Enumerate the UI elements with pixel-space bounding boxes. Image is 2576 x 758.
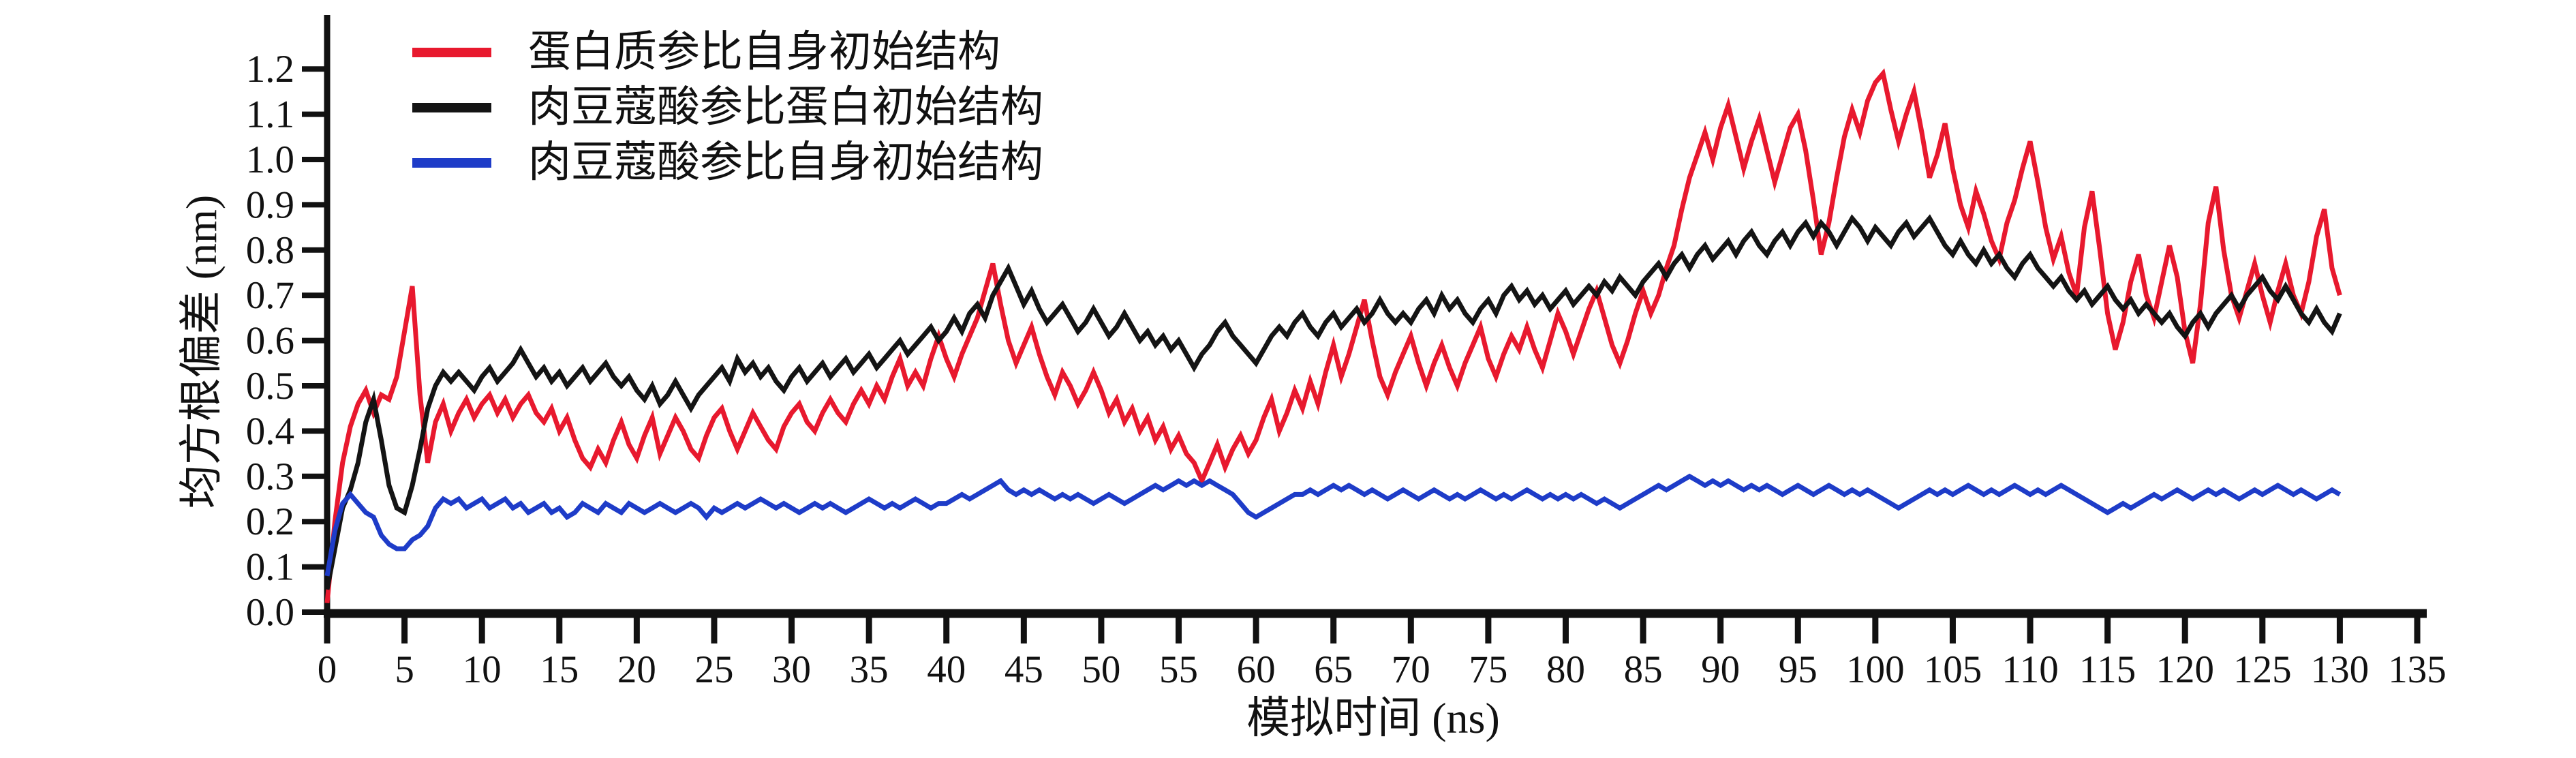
- x-tick-label: 80: [1546, 648, 1585, 691]
- legend-item-myristate-vs-protein: 肉豆蔻酸参比蛋白初始结构: [412, 80, 1043, 135]
- legend-label: 肉豆蔻酸参比自身初始结构: [528, 138, 1043, 186]
- x-tick-label: 55: [1159, 648, 1198, 691]
- y-axis-title: 均方根偏差 (nm): [177, 194, 226, 509]
- x-tick-label: 5: [395, 648, 414, 691]
- x-tick-label: 130: [2311, 648, 2370, 691]
- x-tick-label: 110: [2002, 648, 2058, 691]
- legend-label: 肉豆蔻酸参比蛋白初始结构: [528, 83, 1043, 131]
- y-tick-label: 1.0: [246, 138, 294, 181]
- legend-label: 蛋白质参比自身初始结构: [528, 28, 1000, 76]
- x-tick-label: 120: [2156, 648, 2214, 691]
- legend-swatch-black: [412, 102, 491, 112]
- x-tick-label: 100: [1846, 648, 1905, 691]
- y-tick-label: 0.2: [246, 500, 294, 543]
- x-tick-label: 30: [772, 648, 811, 691]
- plot-area: 0.00.10.20.30.40.50.60.70.80.91.01.11.20…: [246, 15, 2447, 691]
- legend-item-myristate-vs-self: 肉豆蔻酸参比自身初始结构: [412, 135, 1043, 190]
- x-tick-label: 135: [2388, 648, 2447, 691]
- legend-item-protein-vs-self: 蛋白质参比自身初始结构: [412, 25, 1043, 80]
- x-tick-label: 0: [318, 648, 337, 691]
- legend: 蛋白质参比自身初始结构 肉豆蔻酸参比蛋白初始结构 肉豆蔻酸参比自身初始结构: [412, 25, 1043, 190]
- series-line-2: [324, 473, 2342, 577]
- x-tick-label: 35: [850, 648, 889, 691]
- x-tick-label: 15: [540, 648, 579, 691]
- x-ticks: 0 5 10 15 20 25 30 35 40 45 50 55 60 65 70 75 80 85 90 95 10…: [318, 613, 2447, 691]
- y-tick-label: 0.9: [246, 183, 294, 226]
- x-tick-label: 90: [1701, 648, 1740, 691]
- x-tick-label: 20: [617, 648, 656, 691]
- x-tick-label: 10: [463, 648, 502, 691]
- y-tick-label: 1.2: [246, 48, 294, 91]
- y-tick-label: 1.1: [246, 93, 294, 136]
- x-tick-label: 60: [1237, 648, 1276, 691]
- y-tick-label: 0.6: [246, 320, 294, 363]
- x-tick-label: 50: [1082, 648, 1120, 691]
- x-tick-label: 40: [927, 648, 966, 691]
- y-tick-label: 0.1: [246, 546, 294, 589]
- x-tick-label: 75: [1469, 648, 1507, 691]
- x-tick-label: 65: [1314, 648, 1353, 691]
- x-tick-label: 70: [1392, 648, 1430, 691]
- x-tick-label: 125: [2233, 648, 2292, 691]
- legend-swatch-blue: [412, 157, 491, 168]
- y-tick-label: 0.0: [246, 591, 294, 634]
- x-tick-label: 25: [694, 648, 733, 691]
- x-tick-label: 95: [1779, 648, 1818, 691]
- x-tick-label: 45: [1005, 648, 1043, 691]
- y-tick-label: 0.5: [246, 365, 294, 408]
- legend-swatch-red: [412, 47, 491, 57]
- x-tick-label: 105: [1924, 648, 1982, 691]
- x-tick-label: 85: [1624, 648, 1663, 691]
- y-tick-label: 0.7: [246, 274, 294, 317]
- x-axis-title: 模拟时间 (ns): [1246, 694, 1500, 742]
- rmsd-line-chart: 0.0 0.1 0.2 0.3 0.4 0.5 0.6 0.7 0.8 0.9 1.0 1.1 1.2 0…: [27, 11, 2576, 747]
- x-tick-label: 115: [2079, 648, 2136, 691]
- y-tick-label: 0.3: [246, 455, 294, 498]
- y-tick-label: 0.4: [246, 410, 294, 453]
- y-ticks: 0.00.10.20.30.40.50.60.70.80.91.01.11.2: [246, 48, 327, 634]
- series-line-0: [324, 68, 2342, 604]
- series-line-1: [324, 214, 2342, 590]
- y-tick-label: 0.8: [246, 229, 294, 272]
